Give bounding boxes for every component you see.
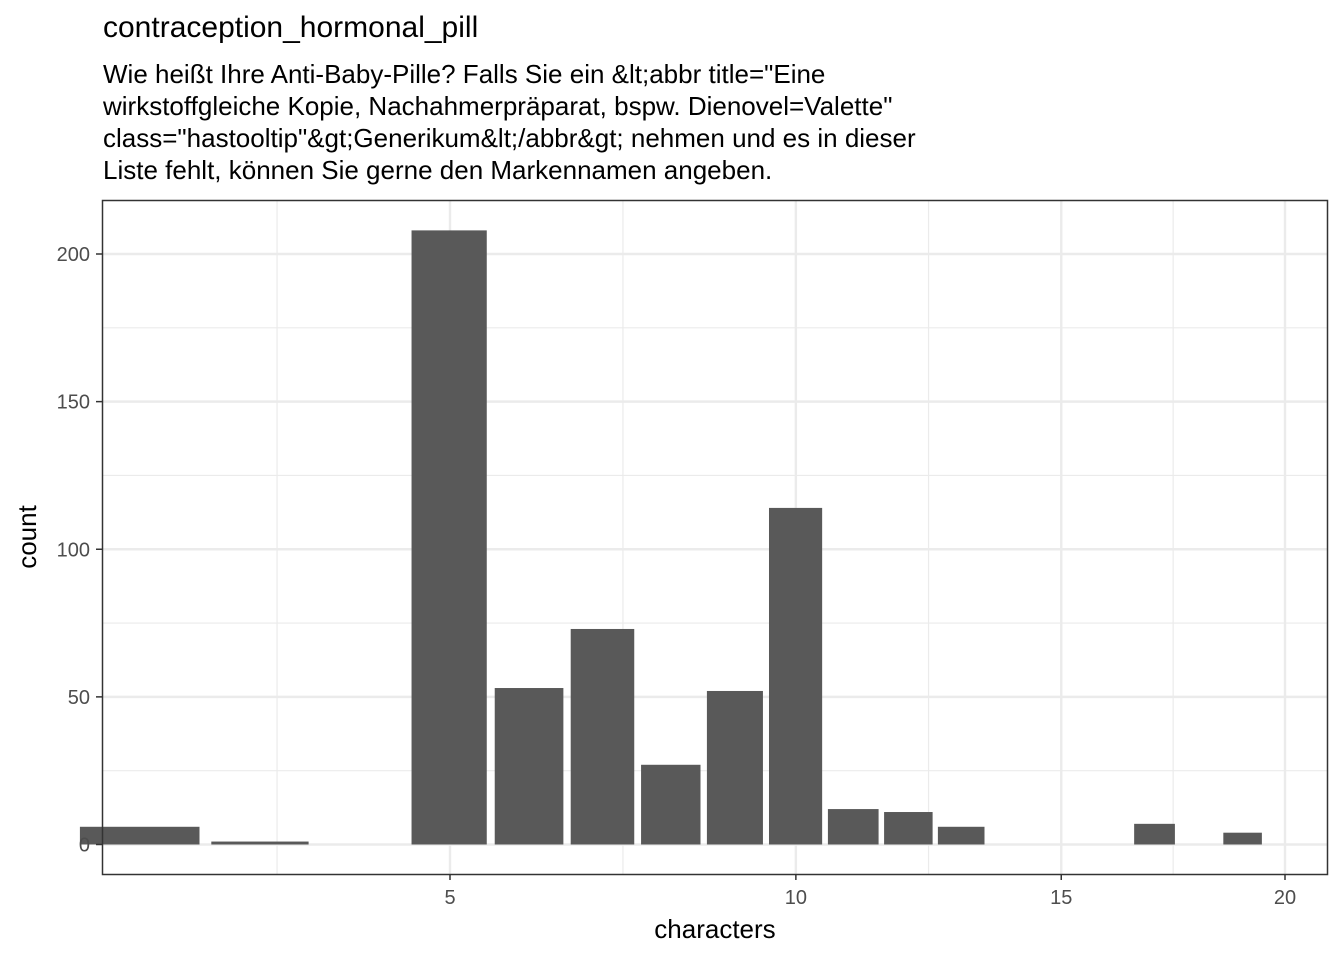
subtitle-line-2: wirkstoffgleiche Kopie, Nachahmerpräpara…	[103, 91, 893, 121]
bar	[1134, 823, 1175, 845]
bars	[79, 230, 1262, 845]
subtitle-line-4: Liste fehlt, können Sie gerne den Marken…	[103, 155, 773, 185]
bar	[884, 812, 933, 845]
x-axis: 5 10 15 20	[444, 874, 1296, 909]
bar	[79, 826, 200, 845]
y-tick-label: 150	[57, 392, 90, 414]
subtitle-line-1: Wie heißt Ihre Anti-Baby-Pille? Falls Si…	[103, 59, 826, 89]
bar	[827, 809, 879, 845]
y-tick-label: 0	[79, 835, 90, 857]
y-tick-label: 100	[57, 539, 90, 561]
bar	[768, 507, 823, 845]
bar	[494, 688, 564, 845]
y-axis-title: count	[12, 504, 42, 568]
y-axis: 0 50 100 150 200	[57, 244, 102, 857]
chart-subtitle: Wie heißt Ihre Anti-Baby-Pille? Falls Si…	[103, 58, 1303, 186]
chart-title: contraception_hormonal_pill	[103, 11, 479, 44]
x-tick-label: 5	[444, 887, 455, 909]
bar	[570, 628, 635, 845]
subtitle-line-3: class="hastooltip"&gt;Generikum&lt;/abbr…	[103, 123, 916, 153]
y-tick-label: 200	[57, 244, 90, 266]
x-tick-label: 10	[785, 887, 807, 909]
bar	[211, 841, 309, 845]
bar	[706, 690, 763, 845]
x-tick-label: 20	[1274, 887, 1296, 909]
bar	[641, 764, 701, 845]
panel-border	[101, 199, 1329, 876]
bar	[411, 230, 487, 845]
x-tick-label: 15	[1050, 887, 1072, 909]
y-tick-label: 50	[68, 687, 90, 709]
bar	[1223, 832, 1262, 845]
bar	[937, 826, 985, 845]
x-axis-title: characters	[654, 914, 775, 944]
